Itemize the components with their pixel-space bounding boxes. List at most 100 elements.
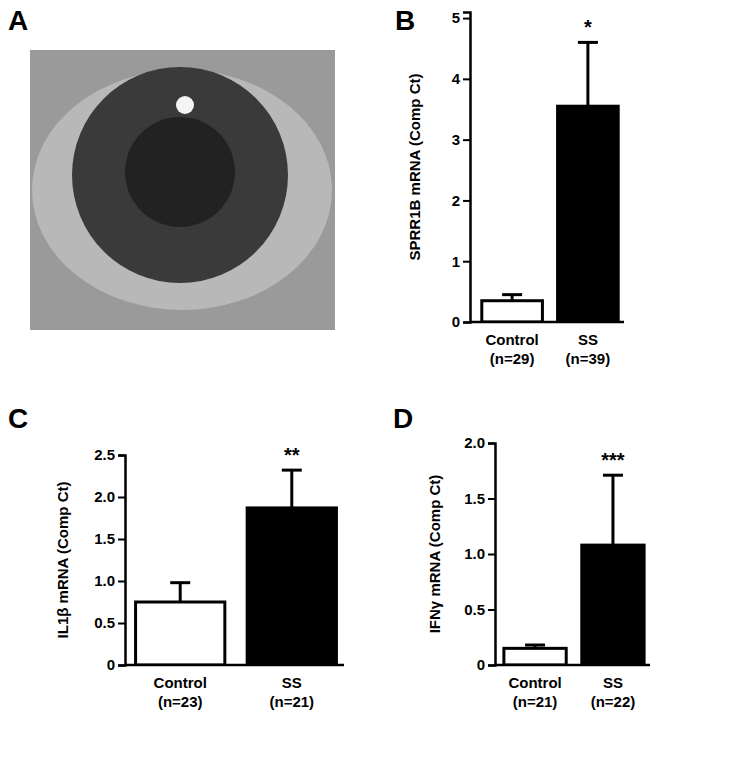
tick: Control(n=23)	[154, 665, 207, 710]
bar-chart: B * 0 1 2 3 4 5 Control (n=29) SS(n=39) SPRR1B mRNA…	[395, 5, 624, 367]
tick-mark	[488, 665, 495, 667]
x-axis: Control(n=23) SS (n=21)	[125, 665, 344, 710]
tick-label: 1.0	[94, 572, 115, 589]
tick-label: 5	[452, 9, 460, 26]
error-cap	[525, 644, 545, 647]
category-label-line: (n=21)	[269, 693, 314, 710]
tick-mark	[488, 498, 495, 500]
tick-mark	[118, 539, 125, 541]
axis-line	[118, 456, 126, 666]
category-label-line: (n=29)	[490, 350, 535, 367]
significance-label: **	[284, 444, 300, 466]
tick: 3	[452, 131, 470, 148]
plot-area	[504, 475, 644, 665]
tick-mark	[463, 78, 470, 80]
significance-label: ***	[601, 449, 625, 471]
x-axis: Control (n=29) SS(n=39)	[470, 322, 624, 367]
significance-label: *	[584, 16, 592, 38]
tick: Control (n=29)	[485, 322, 538, 367]
tick-mark	[463, 261, 470, 263]
error-line	[290, 470, 293, 508]
y-axis: 0 0.5 1.0 1.5 2.0 2.5	[94, 446, 125, 673]
tick: SS(n=22)	[591, 665, 636, 710]
reflection	[176, 96, 194, 114]
tick: 5	[452, 9, 470, 26]
y-axis-title: SPRR1B mRNA (Comp Ct)	[406, 74, 423, 261]
tick: SS(n=39)	[566, 322, 611, 367]
category-label: Control(n=21)	[508, 674, 561, 710]
y-axis-title: IL1β mRNA (Comp Ct)	[54, 482, 71, 639]
tick-label: 0	[452, 313, 460, 330]
tick: 1.5	[94, 530, 125, 547]
error-cap	[502, 293, 522, 296]
error-bar	[282, 470, 302, 508]
error-bar	[170, 583, 190, 602]
tick-label: 2.5	[94, 446, 115, 463]
category-label-line: Control	[485, 331, 538, 348]
error-bar	[603, 475, 623, 545]
category-label: SS(n=39)	[566, 331, 611, 367]
category-label: Control (n=29)	[485, 331, 538, 367]
image-panel: A	[8, 5, 335, 330]
pupil	[125, 117, 235, 227]
category-label: SS (n=21)	[269, 674, 314, 710]
error-cap	[578, 41, 598, 44]
tick-label: 1.0	[464, 545, 485, 562]
tick-label: 3	[452, 131, 460, 148]
tick-label: 2.0	[94, 488, 115, 505]
tick-label: 0	[477, 656, 485, 673]
tick: 1	[452, 253, 470, 270]
panel-label: A	[8, 5, 28, 36]
tick-mark	[118, 665, 125, 667]
category-label-line: (n=22)	[591, 693, 636, 710]
tick-label: 1.5	[94, 530, 115, 547]
tick: 1.0	[464, 545, 495, 562]
tick-label: 4	[452, 70, 461, 87]
photo-frame	[30, 50, 335, 330]
tick: 4	[452, 70, 470, 87]
error-bar	[502, 295, 522, 301]
error-line	[586, 42, 589, 106]
axis-line	[463, 13, 471, 323]
bar	[558, 106, 619, 322]
error-line	[611, 475, 614, 545]
category-label-line: SS	[282, 674, 302, 691]
bar	[504, 648, 566, 665]
axis-line	[495, 664, 650, 667]
tick: 2.5	[94, 446, 125, 463]
tick: 0.5	[464, 601, 495, 618]
tick: 0	[477, 656, 495, 673]
tick-mark	[463, 139, 470, 141]
category-label: SS(n=22)	[591, 674, 636, 710]
bar-chart: C ** 0 0.5 1.0 1.5 2.0 2.5 Control(n=23) SS (n=21)…	[8, 403, 344, 710]
panel-label: C	[8, 403, 28, 434]
tick-label: 1.5	[464, 490, 485, 507]
y-axis: 0 1 2 3 4 5	[452, 9, 471, 330]
tick-label: 2.0	[464, 434, 485, 451]
category-label-line: (n=39)	[566, 350, 611, 367]
iris	[72, 67, 288, 283]
panel-label: D	[393, 403, 413, 434]
tick: 0.5	[94, 614, 125, 631]
tick-label: 2	[452, 192, 460, 209]
error-bar	[578, 42, 598, 106]
bar	[136, 602, 225, 665]
panel-label: B	[395, 5, 415, 36]
tick: 2.0	[94, 488, 125, 505]
tick-label: 0	[107, 656, 115, 673]
category-label-line: (n=23)	[158, 693, 203, 710]
error-cap	[282, 469, 302, 472]
tick: 0	[452, 313, 470, 330]
tick-mark	[463, 200, 470, 202]
bar	[582, 545, 644, 665]
tick-mark	[118, 623, 125, 625]
y-axis-title: IFNγ mRNA (Comp Ct)	[426, 475, 443, 634]
tick: 2.0	[464, 434, 495, 451]
tick-mark	[488, 609, 495, 611]
tick: 1.5	[464, 490, 495, 507]
tick-mark	[463, 18, 470, 20]
plot-area	[136, 470, 337, 665]
tick: 2	[452, 192, 470, 209]
tick-mark	[118, 497, 125, 499]
axis-line	[125, 664, 344, 667]
